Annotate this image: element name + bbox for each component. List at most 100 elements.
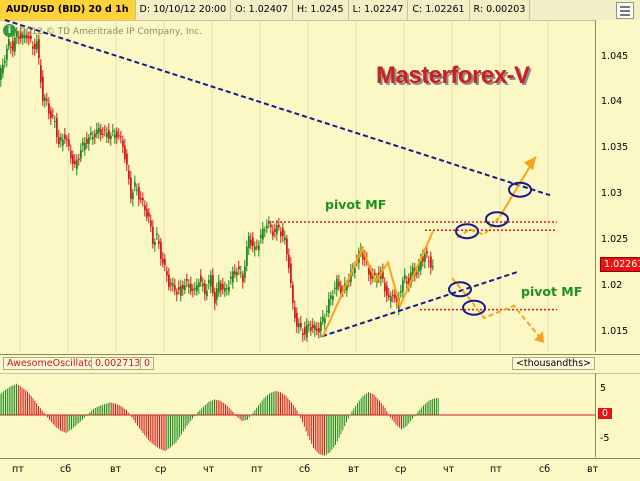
candle-body <box>122 140 124 147</box>
candle-body <box>252 237 254 246</box>
candle-body <box>44 97 46 101</box>
highlight-circle <box>448 281 472 298</box>
price-axis[interactable]: 1.045 1.04 1.035 1.03 1.025 1.02 1.015 <box>595 20 640 352</box>
current-price-badge: 1.02261 <box>600 257 640 272</box>
candle-body <box>394 294 396 299</box>
candle-body <box>98 127 100 133</box>
candle-body <box>350 270 352 283</box>
day-label: пт <box>251 464 263 475</box>
day-label: вт <box>110 464 122 475</box>
candle-body <box>180 285 182 297</box>
symbol-label[interactable]: AUD/USD (BID) 20 d 1h <box>0 0 136 20</box>
candle-body <box>192 288 194 291</box>
candle-body <box>416 272 418 275</box>
candle-body <box>116 131 118 138</box>
candle-body <box>182 284 184 289</box>
candle-body <box>88 137 90 144</box>
candle-body <box>128 170 130 179</box>
info-icon[interactable]: i <box>3 24 16 37</box>
candle-body <box>150 220 152 227</box>
candle-body <box>120 136 122 138</box>
candle-body <box>248 235 250 249</box>
candle-body <box>428 261 430 263</box>
candle-body <box>166 271 168 276</box>
candle-body <box>20 33 22 39</box>
settings-grid-icon[interactable] <box>616 2 634 19</box>
price-tick: 1.04 <box>601 96 623 107</box>
candle-body <box>112 130 114 132</box>
candle-body <box>194 287 196 290</box>
highlight-circle <box>455 223 479 240</box>
candle-body <box>48 103 50 114</box>
candle-body <box>94 133 96 138</box>
day-label: вт <box>348 464 360 475</box>
candle-body <box>50 110 52 119</box>
candle-body <box>260 234 262 238</box>
candle-body <box>216 288 218 300</box>
candle-body <box>212 275 214 294</box>
candle-body <box>242 274 244 282</box>
candle-body <box>336 278 338 290</box>
candle-body <box>264 230 266 232</box>
day-label: ср <box>395 464 407 475</box>
candle-body <box>8 39 10 47</box>
candle-body <box>238 266 240 270</box>
candle-body <box>310 327 312 331</box>
candle-body <box>190 283 192 292</box>
candle-body <box>266 225 268 229</box>
candle-body <box>288 254 290 269</box>
candle-body <box>234 271 236 275</box>
price-tick: 1.045 <box>601 51 629 62</box>
candle-body <box>368 268 370 275</box>
oscillator-units[interactable]: <thousandths> <box>511 357 595 370</box>
day-label: пт <box>12 464 24 475</box>
candle-body <box>206 290 208 297</box>
candle-body <box>412 267 414 276</box>
candle-body <box>40 65 42 83</box>
candle-body <box>246 246 248 266</box>
highlight-circle <box>462 299 486 316</box>
oscillator-value: 0.0027135 <box>91 357 151 370</box>
candle-body <box>420 259 422 270</box>
candle-body <box>146 209 148 218</box>
candle-body <box>24 35 26 39</box>
candle-body <box>280 231 282 237</box>
candle-body <box>298 323 300 328</box>
candle-body <box>296 312 298 327</box>
candle-body <box>0 68 2 80</box>
time-axis[interactable]: пт сб вт ср чт пт сб вт ср чт пт сб вт <box>0 458 640 481</box>
candle-body <box>4 60 6 63</box>
candle-body <box>136 189 138 191</box>
candle-body <box>432 266 434 268</box>
candle-body <box>330 295 332 299</box>
candle-body <box>300 323 302 328</box>
pivot-lower-label: pivot MF <box>521 284 583 299</box>
candle-body <box>270 224 272 227</box>
day-label: вт <box>587 464 599 475</box>
day-label: сб <box>299 464 311 475</box>
candle-body <box>12 41 14 51</box>
candle-body <box>386 285 388 296</box>
day-label: сб <box>60 464 72 475</box>
candle-body <box>390 296 392 302</box>
oscillator-zero: 0 <box>140 357 155 370</box>
day-label: чт <box>443 464 455 475</box>
candle-body <box>406 281 408 284</box>
candle-body <box>148 212 150 217</box>
candle-body <box>232 271 234 283</box>
oscillator-name[interactable]: AwesomeOscillator <box>3 357 102 370</box>
candle-body <box>140 198 142 200</box>
candle-body <box>244 266 246 278</box>
candle-body <box>278 224 280 228</box>
candle-body <box>34 43 36 50</box>
candle-body <box>76 159 78 170</box>
candle-body <box>370 270 372 280</box>
candle-body <box>346 285 348 291</box>
copyright-text: 2012 © TD Ameritrade IP Company, Inc. <box>20 27 203 37</box>
brand-title: Masterforex-V <box>376 62 530 89</box>
candle-body <box>196 285 198 292</box>
wave-zigzag <box>322 230 434 337</box>
candle-body <box>322 316 324 322</box>
candle-body <box>208 280 210 284</box>
candle-body <box>202 283 204 287</box>
